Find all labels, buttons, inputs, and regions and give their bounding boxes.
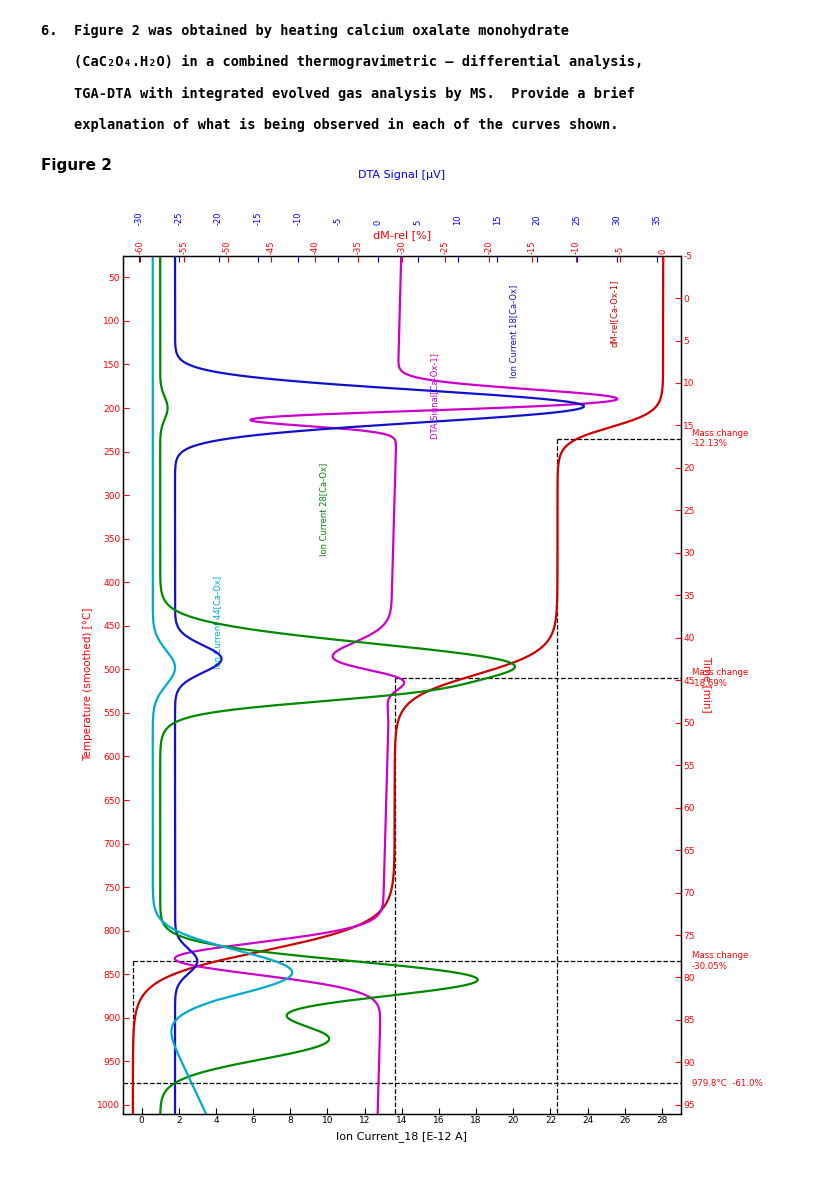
Text: Ion Current 28[Ca-Ox]: Ion Current 28[Ca-Ox] [319,463,328,556]
Text: Ion Current 18[Ca-Ox]: Ion Current 18[Ca-Ox] [509,284,517,378]
X-axis label: Ion Current_18 [E-12 A]: Ion Current_18 [E-12 A] [336,1130,467,1142]
Text: explanation of what is being observed in each of the curves shown.: explanation of what is being observed in… [41,118,618,132]
Text: 979.8°C  -61.0%: 979.8°C -61.0% [691,1079,762,1087]
Y-axis label: Time [min]: Time [min] [701,656,711,713]
Text: DTA Signal[Ca-Ox-1]: DTA Signal[Ca-Ox-1] [430,353,439,438]
Text: dM-rel[Ca-Ox-1]: dM-rel[Ca-Ox-1] [609,280,618,347]
Text: 6.  Figure 2 was obtained by heating calcium oxalate monohydrate: 6. Figure 2 was obtained by heating calc… [41,24,568,38]
Text: Mass change
-18.69%: Mass change -18.69% [691,668,747,688]
Text: TGA-DTA with integrated evolved gas analysis by MS.  Provide a brief: TGA-DTA with integrated evolved gas anal… [41,86,634,101]
X-axis label: dM-rel [%]: dM-rel [%] [373,230,430,240]
Text: (CaC₂O₄.H₂O) in a combined thermogravimetric – differential analysis,: (CaC₂O₄.H₂O) in a combined thermogravime… [41,55,642,70]
Y-axis label: Temperature (smoothed) [°C]: Temperature (smoothed) [°C] [83,608,93,761]
Text: Mass change
-12.13%: Mass change -12.13% [691,428,747,449]
Text: Ion Current 44[Ca-Ox]: Ion Current 44[Ca-Ox] [213,576,222,670]
X-axis label: DTA Signal [μV]: DTA Signal [μV] [358,170,445,180]
Text: Mass change
-30.05%: Mass change -30.05% [691,952,747,971]
Text: Figure 2: Figure 2 [41,158,112,174]
